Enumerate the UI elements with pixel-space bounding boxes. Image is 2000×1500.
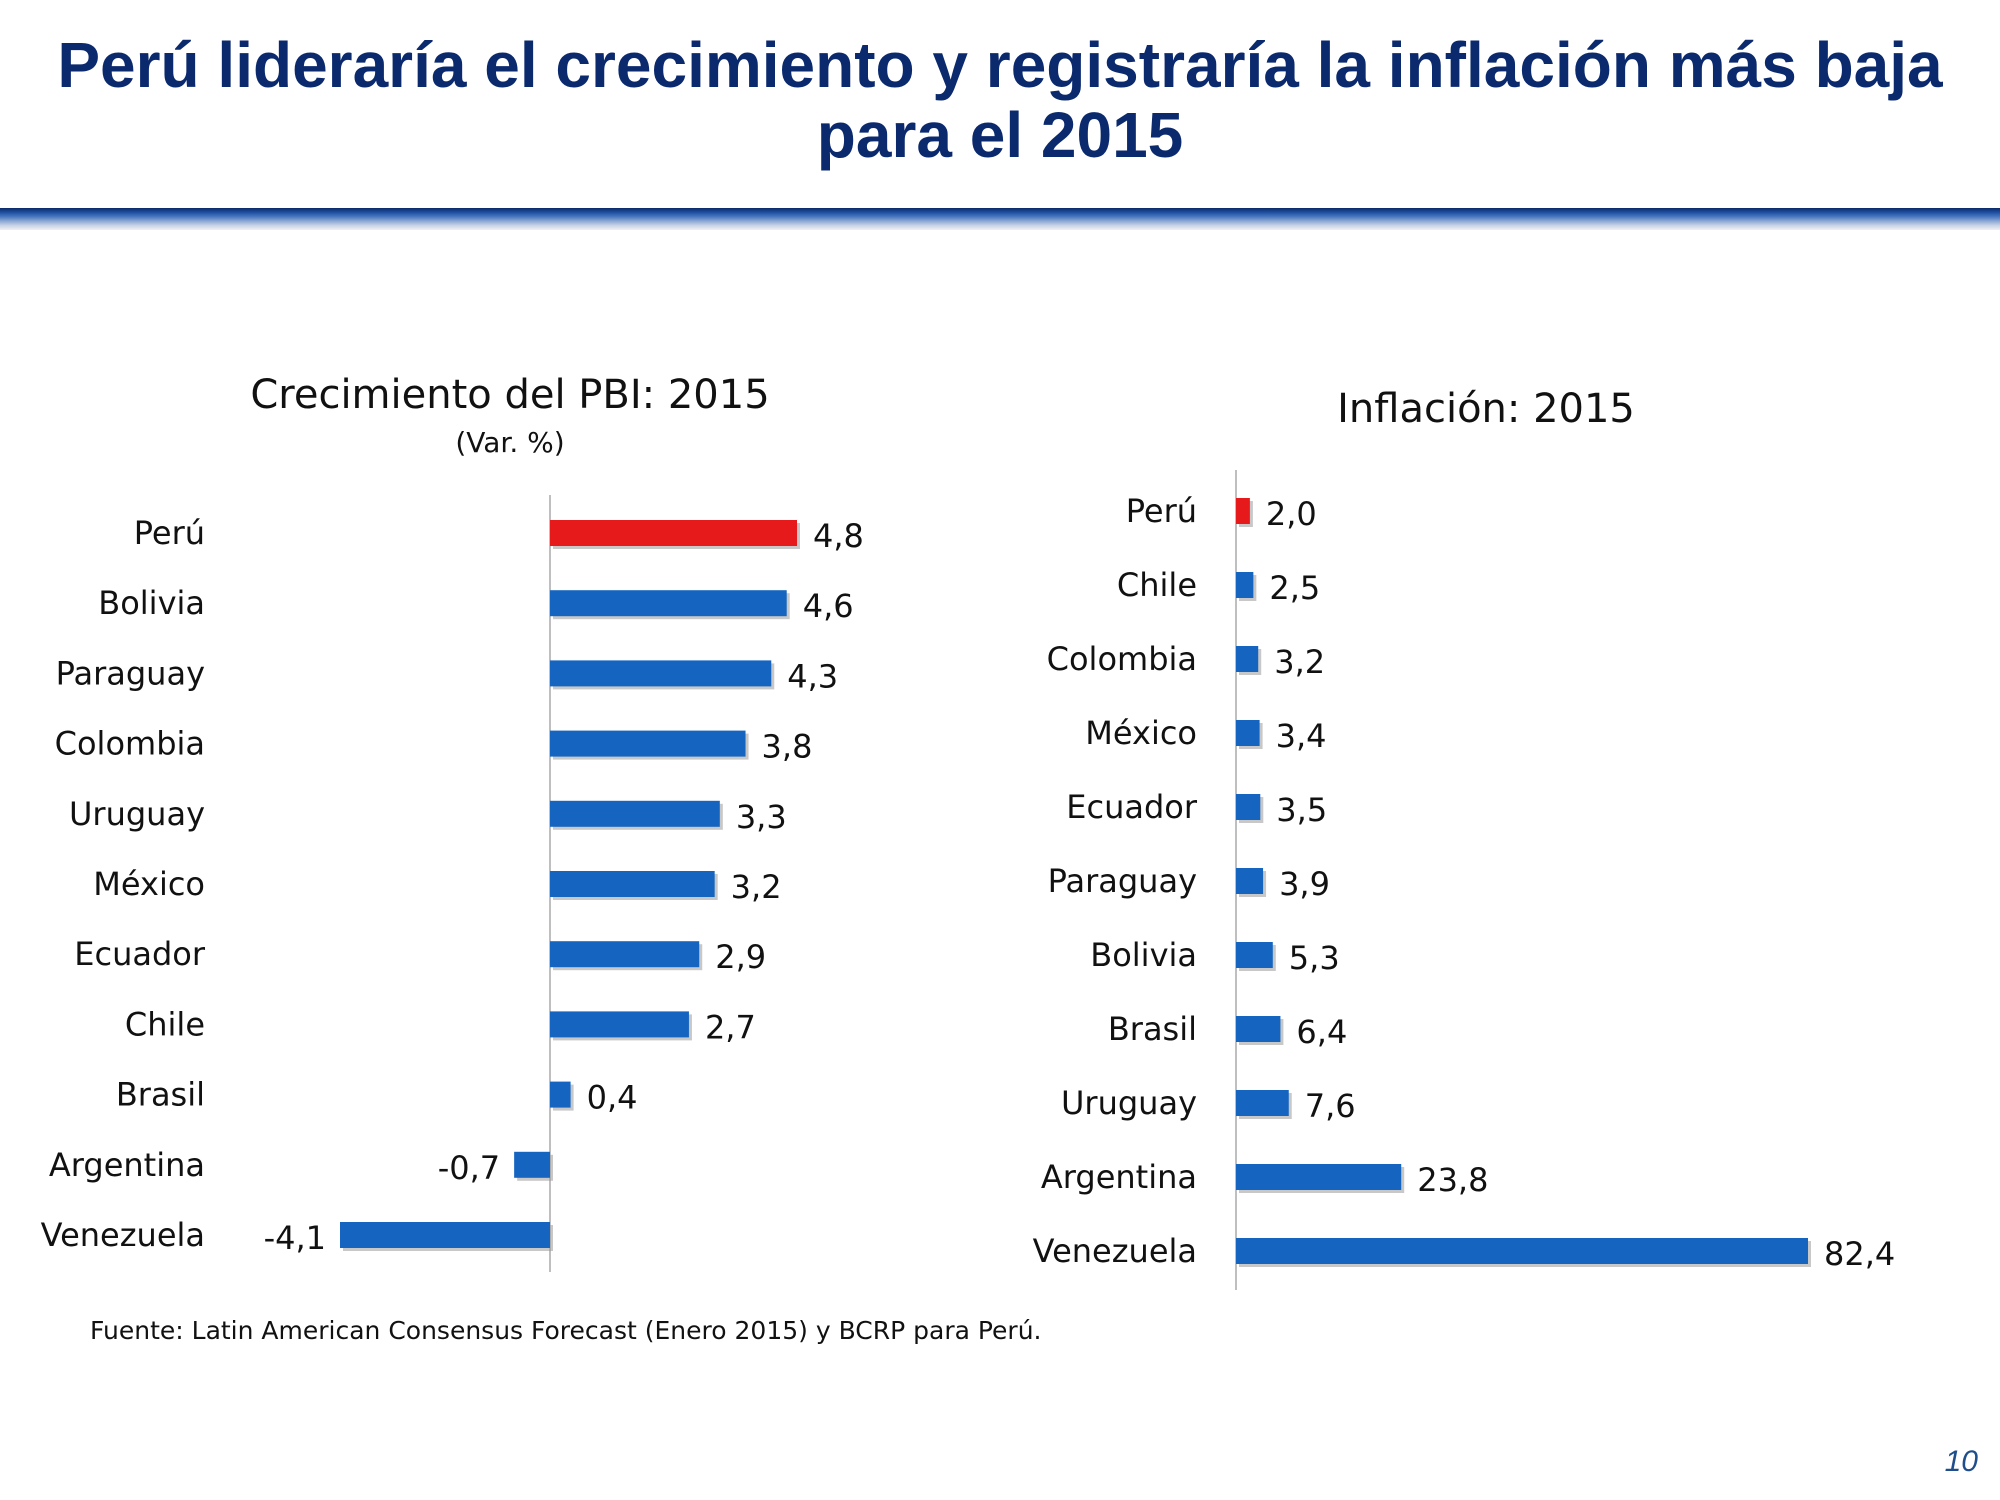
gdp-category-label: Chile — [125, 1005, 205, 1043]
inflation-value-label: 3,9 — [1279, 865, 1330, 903]
gdp-value-label: -4,1 — [264, 1219, 326, 1257]
gdp-bar — [550, 1011, 689, 1038]
inflation-category-label: México — [1085, 714, 1197, 752]
gdp-bar — [550, 871, 715, 897]
inflation-bar — [1236, 868, 1264, 894]
inflation-value-label: 3,5 — [1276, 791, 1327, 829]
inflation-value-label: 23,8 — [1417, 1161, 1488, 1199]
gdp-value-label: 4,3 — [787, 657, 838, 695]
inflation-category-label: Venezuela — [1033, 1232, 1197, 1270]
inflation-bar — [1236, 498, 1250, 524]
gdp-bar — [550, 730, 746, 757]
gdp-bar — [340, 1222, 550, 1248]
inflation-category-label: Colombia — [1047, 640, 1197, 678]
inflation-value-label: 7,6 — [1305, 1087, 1356, 1125]
slide-title: Perú lideraría el crecimiento y registra… — [0, 30, 2000, 180]
gdp-category-label: Venezuela — [41, 1216, 205, 1254]
gdp-bar — [514, 1151, 550, 1178]
gdp-category-label: México — [93, 865, 205, 903]
gdp-category-label: Paraguay — [56, 654, 205, 692]
inflation-bar — [1236, 572, 1254, 598]
inflation-bar — [1236, 646, 1259, 672]
inflation-category-label: Paraguay — [1048, 862, 1197, 900]
inflation-category-label: Ecuador — [1066, 788, 1198, 826]
inflation-category-label: Perú — [1126, 492, 1197, 530]
inflation-bar — [1236, 1164, 1402, 1190]
gdp-category-label: Argentina — [49, 1146, 205, 1184]
gdp-value-label: -0,7 — [438, 1149, 500, 1187]
gdp-category-label: Uruguay — [69, 795, 205, 833]
gdp-value-label: 3,3 — [736, 798, 787, 836]
gdp-category-label: Colombia — [55, 725, 205, 763]
page-number: 10 — [1944, 1445, 1978, 1478]
gdp-value-label: 4,6 — [803, 587, 854, 625]
gdp-value-label: 3,8 — [762, 728, 813, 766]
gdp-value-label: 4,8 — [813, 517, 864, 555]
inflation-value-label: 82,4 — [1824, 1235, 1895, 1273]
gdp-category-label: Perú — [134, 514, 205, 552]
inflation-category-label: Brasil — [1108, 1010, 1197, 1048]
inflation-value-label: 3,2 — [1274, 643, 1325, 681]
inflation-category-label: Uruguay — [1061, 1084, 1197, 1122]
gdp-chart-title: Crecimiento del PBI: 2015 — [250, 372, 769, 418]
slide-title-line-2: para el 2015 — [816, 99, 1184, 171]
inflation-value-label: 2,0 — [1266, 495, 1317, 533]
inflation-category-label: Bolivia — [1090, 936, 1197, 974]
inflation-bar — [1236, 794, 1261, 820]
inflation-category-label: Chile — [1117, 566, 1197, 604]
slide-title-line-1: Perú lideraría el crecimiento y registra… — [57, 29, 1943, 101]
inflation-bar — [1236, 720, 1260, 746]
gdp-value-label: 2,9 — [715, 938, 766, 976]
inflation-value-label: 2,5 — [1269, 569, 1320, 607]
inflation-bar — [1236, 1090, 1289, 1116]
inflation-value-label: 6,4 — [1296, 1013, 1347, 1051]
gdp-bar — [550, 1081, 571, 1108]
gdp-value-label: 2,7 — [705, 1008, 756, 1046]
title-divider — [0, 208, 2000, 230]
inflation-bar — [1236, 1238, 1808, 1264]
source-note: Fuente: Latin American Consensus Forecas… — [90, 1316, 1042, 1345]
gdp-category-label: Bolivia — [98, 584, 205, 622]
gdp-chart-subtitle: (Var. %) — [455, 426, 564, 459]
gdp-value-label: 3,2 — [731, 868, 782, 906]
inflation-value-label: 3,4 — [1276, 717, 1327, 755]
gdp-bar — [550, 660, 772, 687]
gdp-bar — [550, 590, 787, 617]
gdp-bar — [550, 520, 797, 546]
gdp-category-label: Ecuador — [74, 935, 206, 973]
inflation-value-label: 5,3 — [1289, 939, 1340, 977]
inflation-category-label: Argentina — [1041, 1158, 1197, 1196]
inflation-chart-title: Inflación: 2015 — [1337, 386, 1635, 432]
inflation-bar — [1236, 1016, 1281, 1042]
gdp-bar — [550, 800, 720, 827]
gdp-value-label: 0,4 — [587, 1079, 638, 1117]
gdp-category-label: Brasil — [116, 1076, 205, 1114]
gdp-bar — [550, 941, 700, 968]
inflation-bar — [1236, 942, 1273, 968]
